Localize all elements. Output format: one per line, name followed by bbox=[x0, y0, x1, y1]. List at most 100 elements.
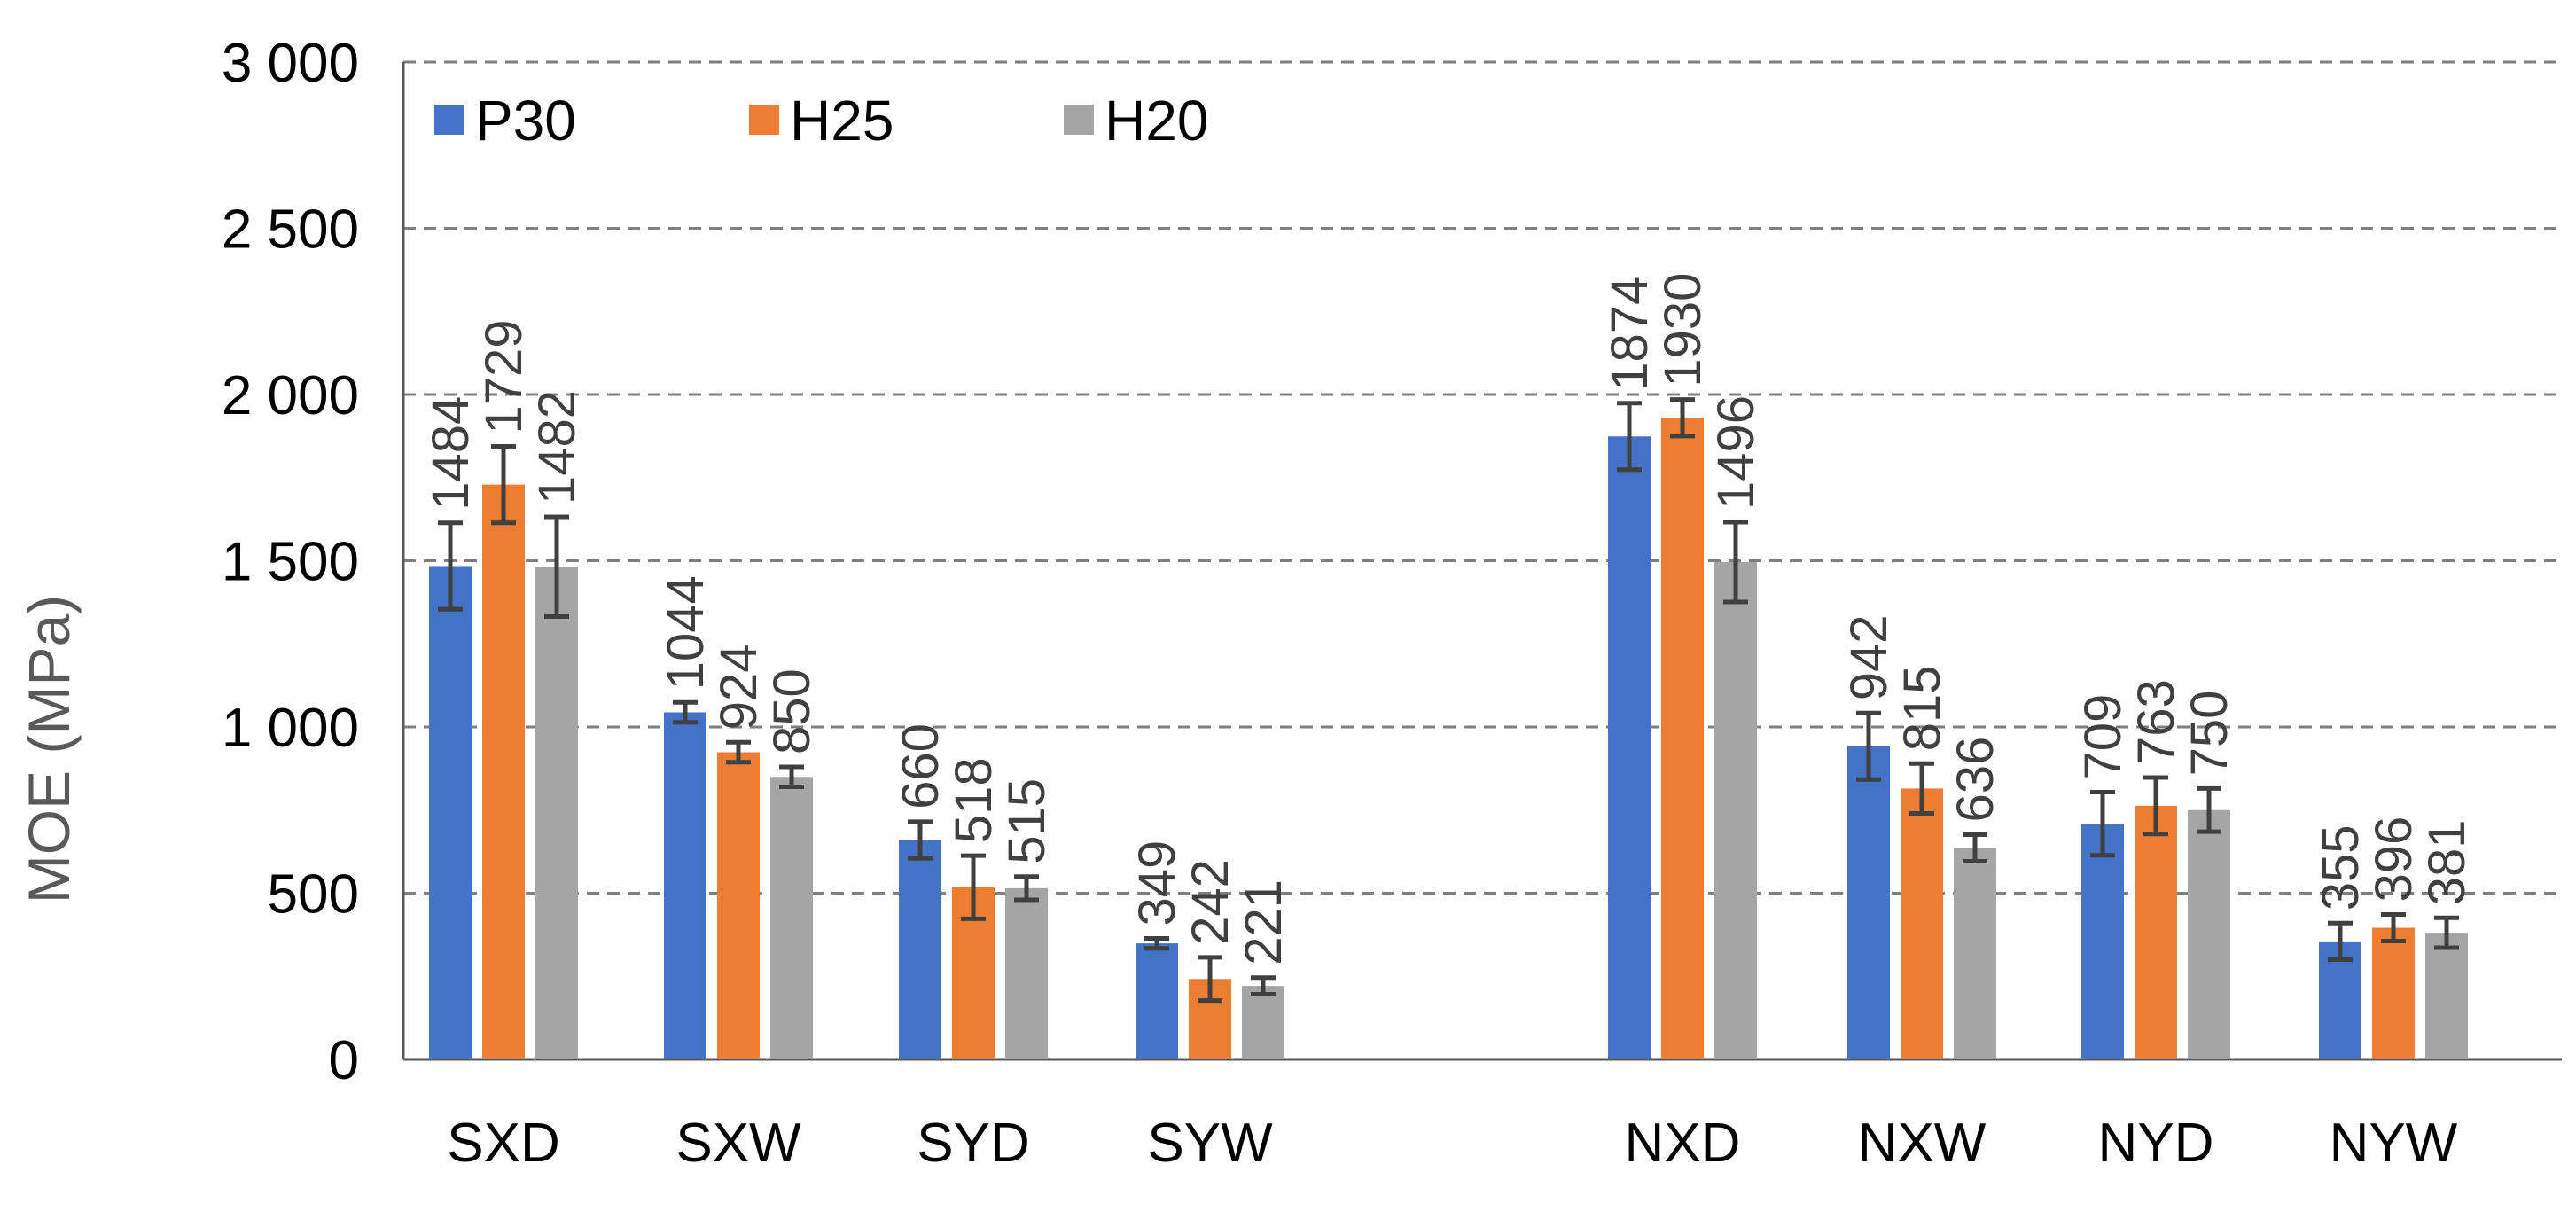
y-tick-label-500: 500 bbox=[268, 864, 359, 926]
data-label-p30-sxw: 1044 bbox=[657, 575, 714, 690]
data-label-h20-syw: 221 bbox=[1235, 879, 1292, 965]
bars bbox=[429, 418, 2468, 1059]
error-bar-h20-syd bbox=[1014, 874, 1039, 903]
error-bar-h20-nxd bbox=[1723, 520, 1748, 605]
bar-h20-nyw bbox=[2425, 933, 2468, 1059]
data-label-p30-nxw: 942 bbox=[1840, 614, 1898, 700]
bar-h25-nyd bbox=[2135, 805, 2177, 1059]
bar-h20-nyd bbox=[2188, 809, 2230, 1059]
error-bar-h25-nyw bbox=[2381, 912, 2406, 943]
data-label-h20-sxd: 1482 bbox=[528, 390, 586, 504]
x-tick-label-syw: SYW bbox=[1147, 1113, 1273, 1174]
bar-p30-sxw bbox=[664, 712, 706, 1059]
error-bar-h25-nxd bbox=[1670, 397, 1695, 439]
legend-label-p30: P30 bbox=[475, 89, 576, 152]
data-label-h25-nxw: 815 bbox=[1893, 665, 1951, 751]
axes: 0 500 1 000 1 500 2 000 2 500 3 000 SXD SXW SYD SY… bbox=[222, 33, 2562, 1174]
bar-p30-nxd bbox=[1608, 436, 1651, 1059]
data-label-p30-nyw: 355 bbox=[2312, 824, 2369, 910]
data-label-h20-nxw: 636 bbox=[1947, 737, 2004, 823]
bar-h25-nyw bbox=[2372, 927, 2415, 1059]
error-bar-h20-nyd bbox=[2197, 785, 2221, 834]
data-label-p30-syw: 349 bbox=[1128, 840, 1186, 926]
y-tick-label-3000: 3 000 bbox=[222, 33, 359, 94]
error-bar-p30-nyw bbox=[2328, 920, 2353, 962]
bar-p30-nyd bbox=[2081, 824, 2124, 1059]
legend-item-h20: H20 bbox=[1064, 89, 1208, 152]
error-bar-p30-sxd bbox=[438, 520, 463, 612]
legend-item-p30: P30 bbox=[434, 89, 576, 152]
data-label-h25-nyw: 396 bbox=[2365, 817, 2423, 903]
x-tick-label-nyd: NYD bbox=[2098, 1113, 2214, 1174]
y-tick-label-1500: 1 500 bbox=[222, 532, 359, 593]
bar-p30-syw bbox=[1136, 943, 1178, 1059]
legend-swatch-p30 bbox=[434, 105, 464, 135]
error-bar-h25-sxd bbox=[491, 444, 516, 526]
error-bar-h25-sxw bbox=[726, 739, 751, 765]
y-tick-label-0: 0 bbox=[329, 1030, 359, 1091]
x-tick-label-nxd: NXD bbox=[1625, 1113, 1741, 1174]
x-tick-label-syd: SYD bbox=[917, 1113, 1029, 1174]
error-bar-p30-syd bbox=[908, 819, 933, 861]
data-label-h25-nyd: 763 bbox=[2127, 679, 2185, 765]
y-axis-title: MOE (MPa) bbox=[16, 595, 82, 903]
y-tick-label-2000: 2 000 bbox=[222, 365, 359, 426]
bar-p30-nxw bbox=[1847, 746, 1890, 1059]
legend-label-h20: H20 bbox=[1105, 89, 1208, 152]
data-label-h20-nyw: 381 bbox=[2418, 819, 2476, 905]
bar-h20-nxd bbox=[1714, 562, 1757, 1059]
error-bar-p30-nxw bbox=[1856, 710, 1881, 782]
legend-item-h25: H25 bbox=[749, 89, 894, 152]
error-bar-h20-syw bbox=[1251, 975, 1276, 996]
error-bar-h25-syd bbox=[961, 853, 986, 921]
bar-h20-sxd bbox=[535, 567, 578, 1059]
error-bar-h20-sxd bbox=[544, 514, 569, 619]
data-label-h25-syw: 242 bbox=[1182, 859, 1239, 945]
error-bars bbox=[438, 397, 2459, 1004]
bar-p30-sxd bbox=[429, 566, 472, 1059]
data-label-p30-nyd: 709 bbox=[2074, 694, 2132, 780]
data-label-p30-nxd: 1874 bbox=[1601, 277, 1659, 391]
y-tick-label-1000: 1 000 bbox=[222, 698, 359, 759]
x-tick-label-sxw: SXW bbox=[675, 1113, 801, 1174]
legend-swatch-h20 bbox=[1064, 105, 1094, 135]
bar-h20-syw bbox=[1242, 986, 1284, 1059]
bar-h20-sxw bbox=[770, 777, 813, 1059]
legend-swatch-h25 bbox=[749, 105, 779, 135]
error-bar-h25-nxw bbox=[1909, 761, 1934, 816]
bar-h20-syd bbox=[1005, 887, 1048, 1059]
error-bar-h25-syw bbox=[1198, 955, 1222, 1004]
bar-h25-sxd bbox=[482, 484, 525, 1059]
data-label-h20-sxw: 850 bbox=[763, 668, 821, 754]
data-label-h25-nxd: 1930 bbox=[1654, 273, 1712, 387]
error-bar-h20-nyw bbox=[2434, 915, 2459, 950]
error-bar-p30-sxw bbox=[673, 699, 698, 725]
bar-h25-nxw bbox=[1901, 788, 1943, 1059]
data-label-h25-sxd: 1729 bbox=[475, 319, 533, 434]
error-bar-p30-syw bbox=[1144, 936, 1169, 951]
error-bar-p30-nyd bbox=[2090, 790, 2115, 858]
error-bar-p30-nxd bbox=[1617, 401, 1642, 473]
bar-h25-sxw bbox=[717, 752, 760, 1059]
legend-label-h25: H25 bbox=[790, 89, 894, 152]
bar-p30-syd bbox=[899, 840, 941, 1059]
bar-h25-nxd bbox=[1661, 418, 1704, 1059]
x-tick-label-nyw: NYW bbox=[2330, 1113, 2458, 1174]
data-label-p30-syd: 660 bbox=[892, 723, 949, 809]
data-label-h25-sxw: 924 bbox=[710, 644, 768, 730]
data-label-h20-nyd: 750 bbox=[2181, 691, 2238, 777]
error-bar-h20-sxw bbox=[779, 764, 804, 789]
data-label-h20-syd: 515 bbox=[998, 778, 1056, 864]
y-tick-label-2500: 2 500 bbox=[222, 199, 359, 261]
data-label-h25-syd: 518 bbox=[945, 757, 1003, 843]
bar-h20-nxw bbox=[1954, 848, 1996, 1059]
data-label-p30-sxd: 1484 bbox=[422, 396, 480, 511]
data-labels: 1484 1044 660 349 1874 942 709 355 1729 924 518 242… bbox=[422, 273, 2476, 965]
error-bar-h20-nxw bbox=[1963, 832, 1987, 863]
error-bar-h25-nyd bbox=[2143, 775, 2168, 837]
x-tick-label-sxd: SXD bbox=[447, 1113, 559, 1174]
legend: P30 H25 H20 bbox=[434, 89, 1208, 152]
data-label-h20-nxd: 1496 bbox=[1707, 395, 1765, 510]
x-tick-label-nxw: NXW bbox=[1858, 1113, 1987, 1174]
